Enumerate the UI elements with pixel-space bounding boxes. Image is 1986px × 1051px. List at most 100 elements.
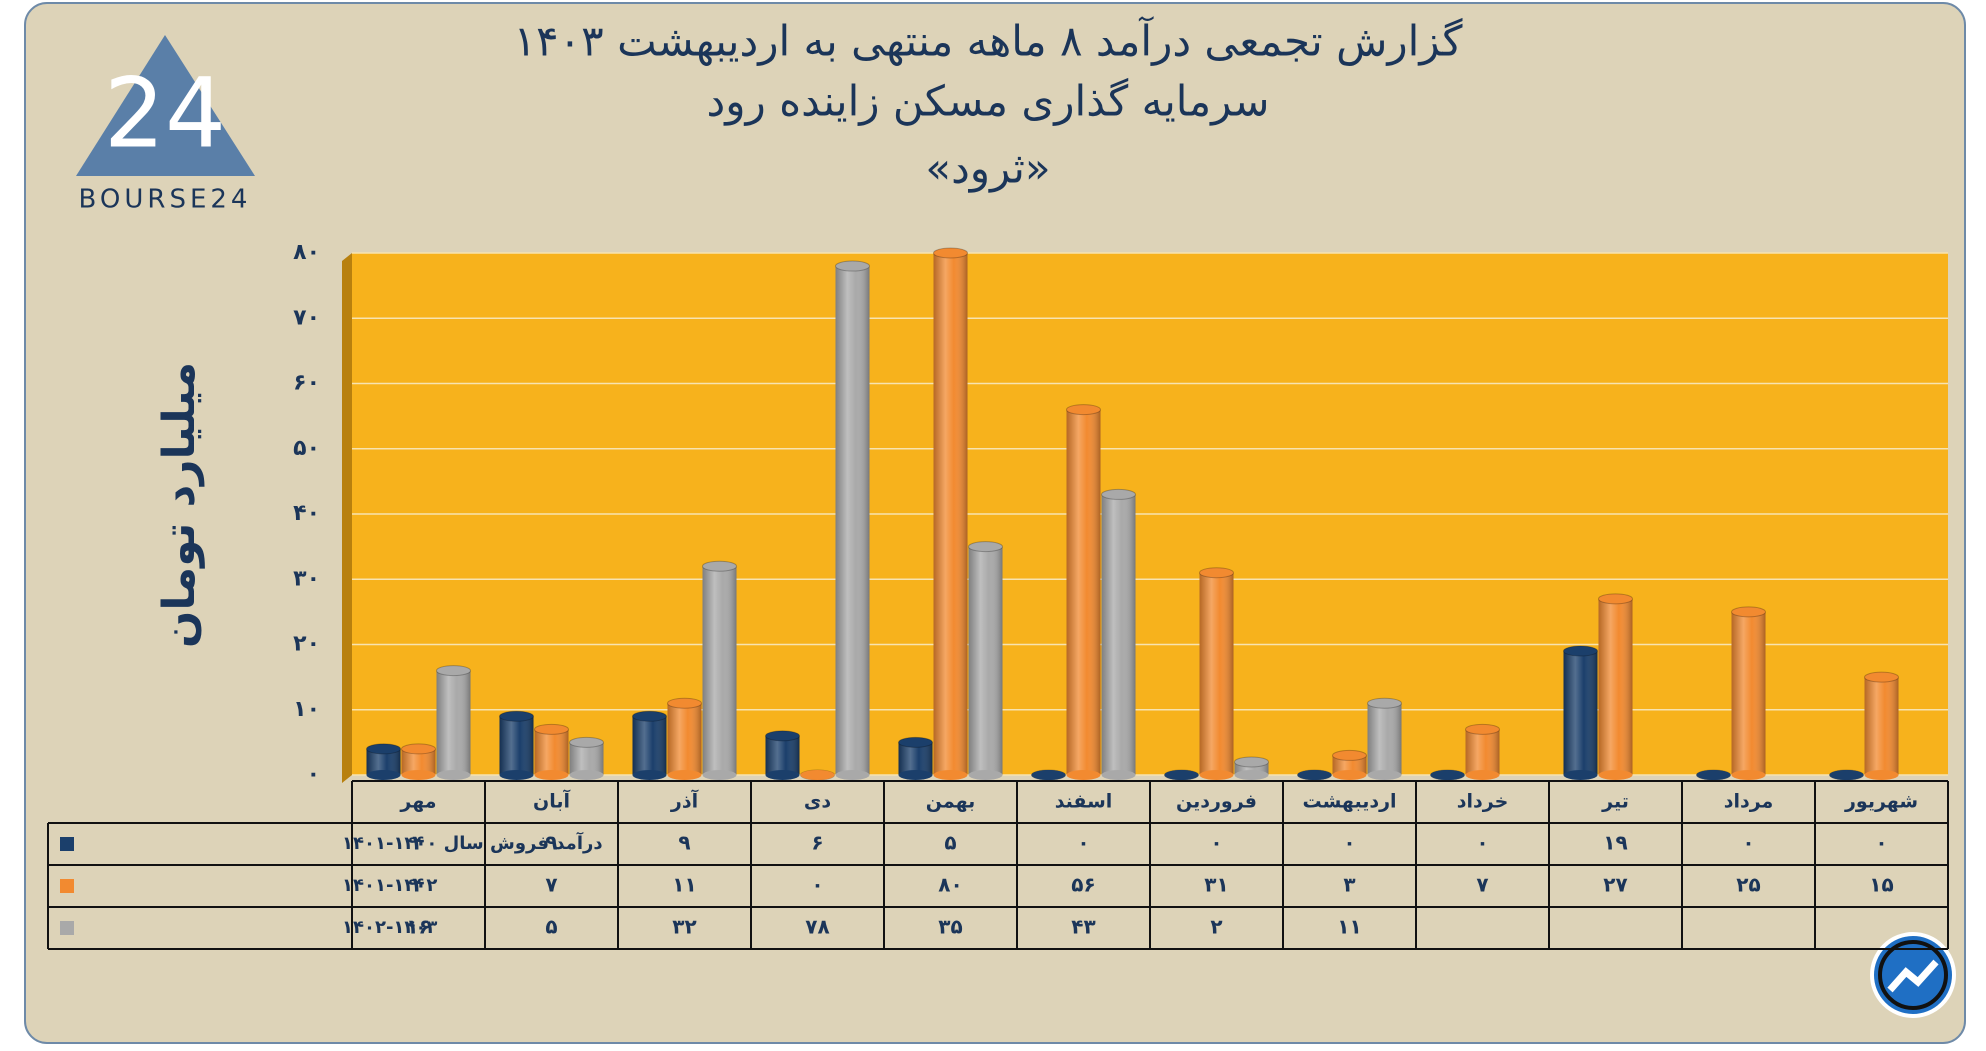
table-value: ۰ bbox=[1742, 831, 1754, 855]
bar-shade bbox=[1465, 729, 1500, 775]
table-value: ۱۶ bbox=[406, 915, 430, 939]
bar-base bbox=[1563, 770, 1598, 780]
bar-cap bbox=[1465, 723, 1500, 735]
legend-label: ۱۴۰۲-۱۴۰۳ bbox=[342, 917, 437, 938]
bar-base bbox=[1101, 770, 1136, 780]
bar-base bbox=[366, 770, 401, 780]
bar-base bbox=[1234, 770, 1269, 780]
bar-cap bbox=[436, 665, 471, 677]
bar-cap bbox=[1199, 567, 1234, 579]
bar-shade bbox=[835, 266, 870, 775]
bar-shade bbox=[933, 253, 968, 775]
bar-shade bbox=[667, 703, 702, 775]
bar-cap bbox=[667, 697, 702, 709]
bar-base bbox=[1031, 770, 1066, 780]
x-tick-label: مهر bbox=[399, 791, 436, 813]
table-value: ۱۱ bbox=[672, 873, 696, 897]
chart-subtitle: سرمایه گذاری مسکن زاینده رود bbox=[707, 77, 1270, 126]
x-tick-label: فروردین bbox=[1176, 791, 1257, 813]
bar-base bbox=[765, 770, 800, 780]
legend-swatch bbox=[60, 837, 74, 851]
bar-cap bbox=[702, 560, 737, 572]
bar-base bbox=[1430, 770, 1465, 780]
table-value: ۹ bbox=[545, 831, 557, 855]
bar-shade bbox=[702, 566, 737, 775]
bar-base bbox=[702, 770, 737, 780]
table-value: ۷ bbox=[1476, 873, 1488, 897]
y-tick-label: ۶۰ bbox=[293, 371, 320, 396]
y-tick-label: ۲۰ bbox=[293, 632, 320, 657]
bar-base bbox=[1367, 770, 1402, 780]
x-tick-label: اردیبهشت bbox=[1302, 791, 1396, 813]
table-value: ۰ bbox=[1343, 831, 1355, 855]
bar-shade bbox=[1598, 598, 1633, 775]
bar-cap bbox=[898, 736, 933, 748]
table-value: ۰ bbox=[1476, 831, 1488, 855]
table-value: ۵ bbox=[944, 831, 956, 855]
bar-shade bbox=[968, 546, 1003, 775]
table-value: ۳۵ bbox=[938, 915, 962, 939]
bar-shade bbox=[1199, 572, 1234, 775]
table-value: ۴۳ bbox=[1071, 915, 1095, 939]
table-value: ۳ bbox=[1343, 873, 1355, 897]
table-value: ۰ bbox=[1077, 831, 1089, 855]
bar-cap bbox=[499, 710, 534, 722]
share-icon[interactable] bbox=[1870, 932, 1956, 1018]
bar-shade bbox=[1731, 611, 1766, 775]
bar-base bbox=[499, 770, 534, 780]
legend-swatch bbox=[60, 921, 74, 935]
bar-base bbox=[1465, 770, 1500, 780]
bar-base bbox=[534, 770, 569, 780]
y-tick-label: ۷۰ bbox=[293, 305, 320, 330]
table-value: ۷۸ bbox=[805, 915, 829, 939]
bar-cap bbox=[1066, 404, 1101, 416]
x-tick-label: آبان bbox=[533, 789, 570, 813]
bar-base bbox=[968, 770, 1003, 780]
bar-shade bbox=[436, 670, 471, 775]
bar-cap bbox=[632, 710, 667, 722]
bar-base bbox=[667, 770, 702, 780]
bar-cap bbox=[569, 736, 604, 748]
table-value: ۰ bbox=[1210, 831, 1222, 855]
bar-base bbox=[632, 770, 667, 780]
svg-text:24: 24 bbox=[104, 57, 226, 169]
bar-base bbox=[1829, 770, 1864, 780]
table-value: ۵ bbox=[545, 915, 557, 939]
bar-shade bbox=[632, 716, 667, 775]
bar-cap bbox=[366, 743, 401, 755]
bar-shade bbox=[1101, 494, 1136, 775]
y-tick-label: ۳۰ bbox=[293, 566, 320, 591]
table-value: ۲۵ bbox=[1736, 873, 1760, 897]
table-value: ۳۱ bbox=[1204, 873, 1228, 897]
x-tick-label: آذر bbox=[670, 789, 699, 813]
bar-cap bbox=[1367, 697, 1402, 709]
bar-shade bbox=[1563, 651, 1598, 775]
bar-cap bbox=[1731, 606, 1766, 618]
bar-base bbox=[1696, 770, 1731, 780]
bar-cap bbox=[835, 260, 870, 272]
table-value: ۵۶ bbox=[1071, 873, 1095, 897]
bar-cap bbox=[1332, 749, 1367, 761]
bar-cap bbox=[1563, 645, 1598, 657]
table-value: ۳۲ bbox=[672, 915, 696, 939]
table-value: ۱۵ bbox=[1869, 873, 1893, 897]
y-tick-label: ۵۰ bbox=[293, 436, 320, 461]
bar-cap bbox=[968, 541, 1003, 553]
legend-label: ۱۴۰۱-۱۴۰۲ bbox=[342, 875, 437, 896]
bar-base bbox=[1297, 770, 1332, 780]
bar-base bbox=[436, 770, 471, 780]
bar-cap bbox=[534, 723, 569, 735]
table-value: ۷ bbox=[545, 873, 557, 897]
x-tick-label: خرداد bbox=[1457, 791, 1509, 813]
bar-base bbox=[1199, 770, 1234, 780]
bar-base bbox=[1332, 770, 1367, 780]
bar-cap bbox=[933, 247, 968, 259]
bar-shade bbox=[499, 716, 534, 775]
logo-text: BOURSE24 bbox=[79, 185, 252, 215]
bar-shade bbox=[1332, 755, 1367, 775]
legend-label: درآمد فروش سال ۱۴۰۰-۱۴۰۱ bbox=[342, 831, 603, 854]
bar-cap bbox=[1234, 756, 1269, 768]
table-value: ۰ bbox=[1875, 831, 1887, 855]
table-value: ۸۰ bbox=[938, 873, 962, 897]
bar-base bbox=[835, 770, 870, 780]
